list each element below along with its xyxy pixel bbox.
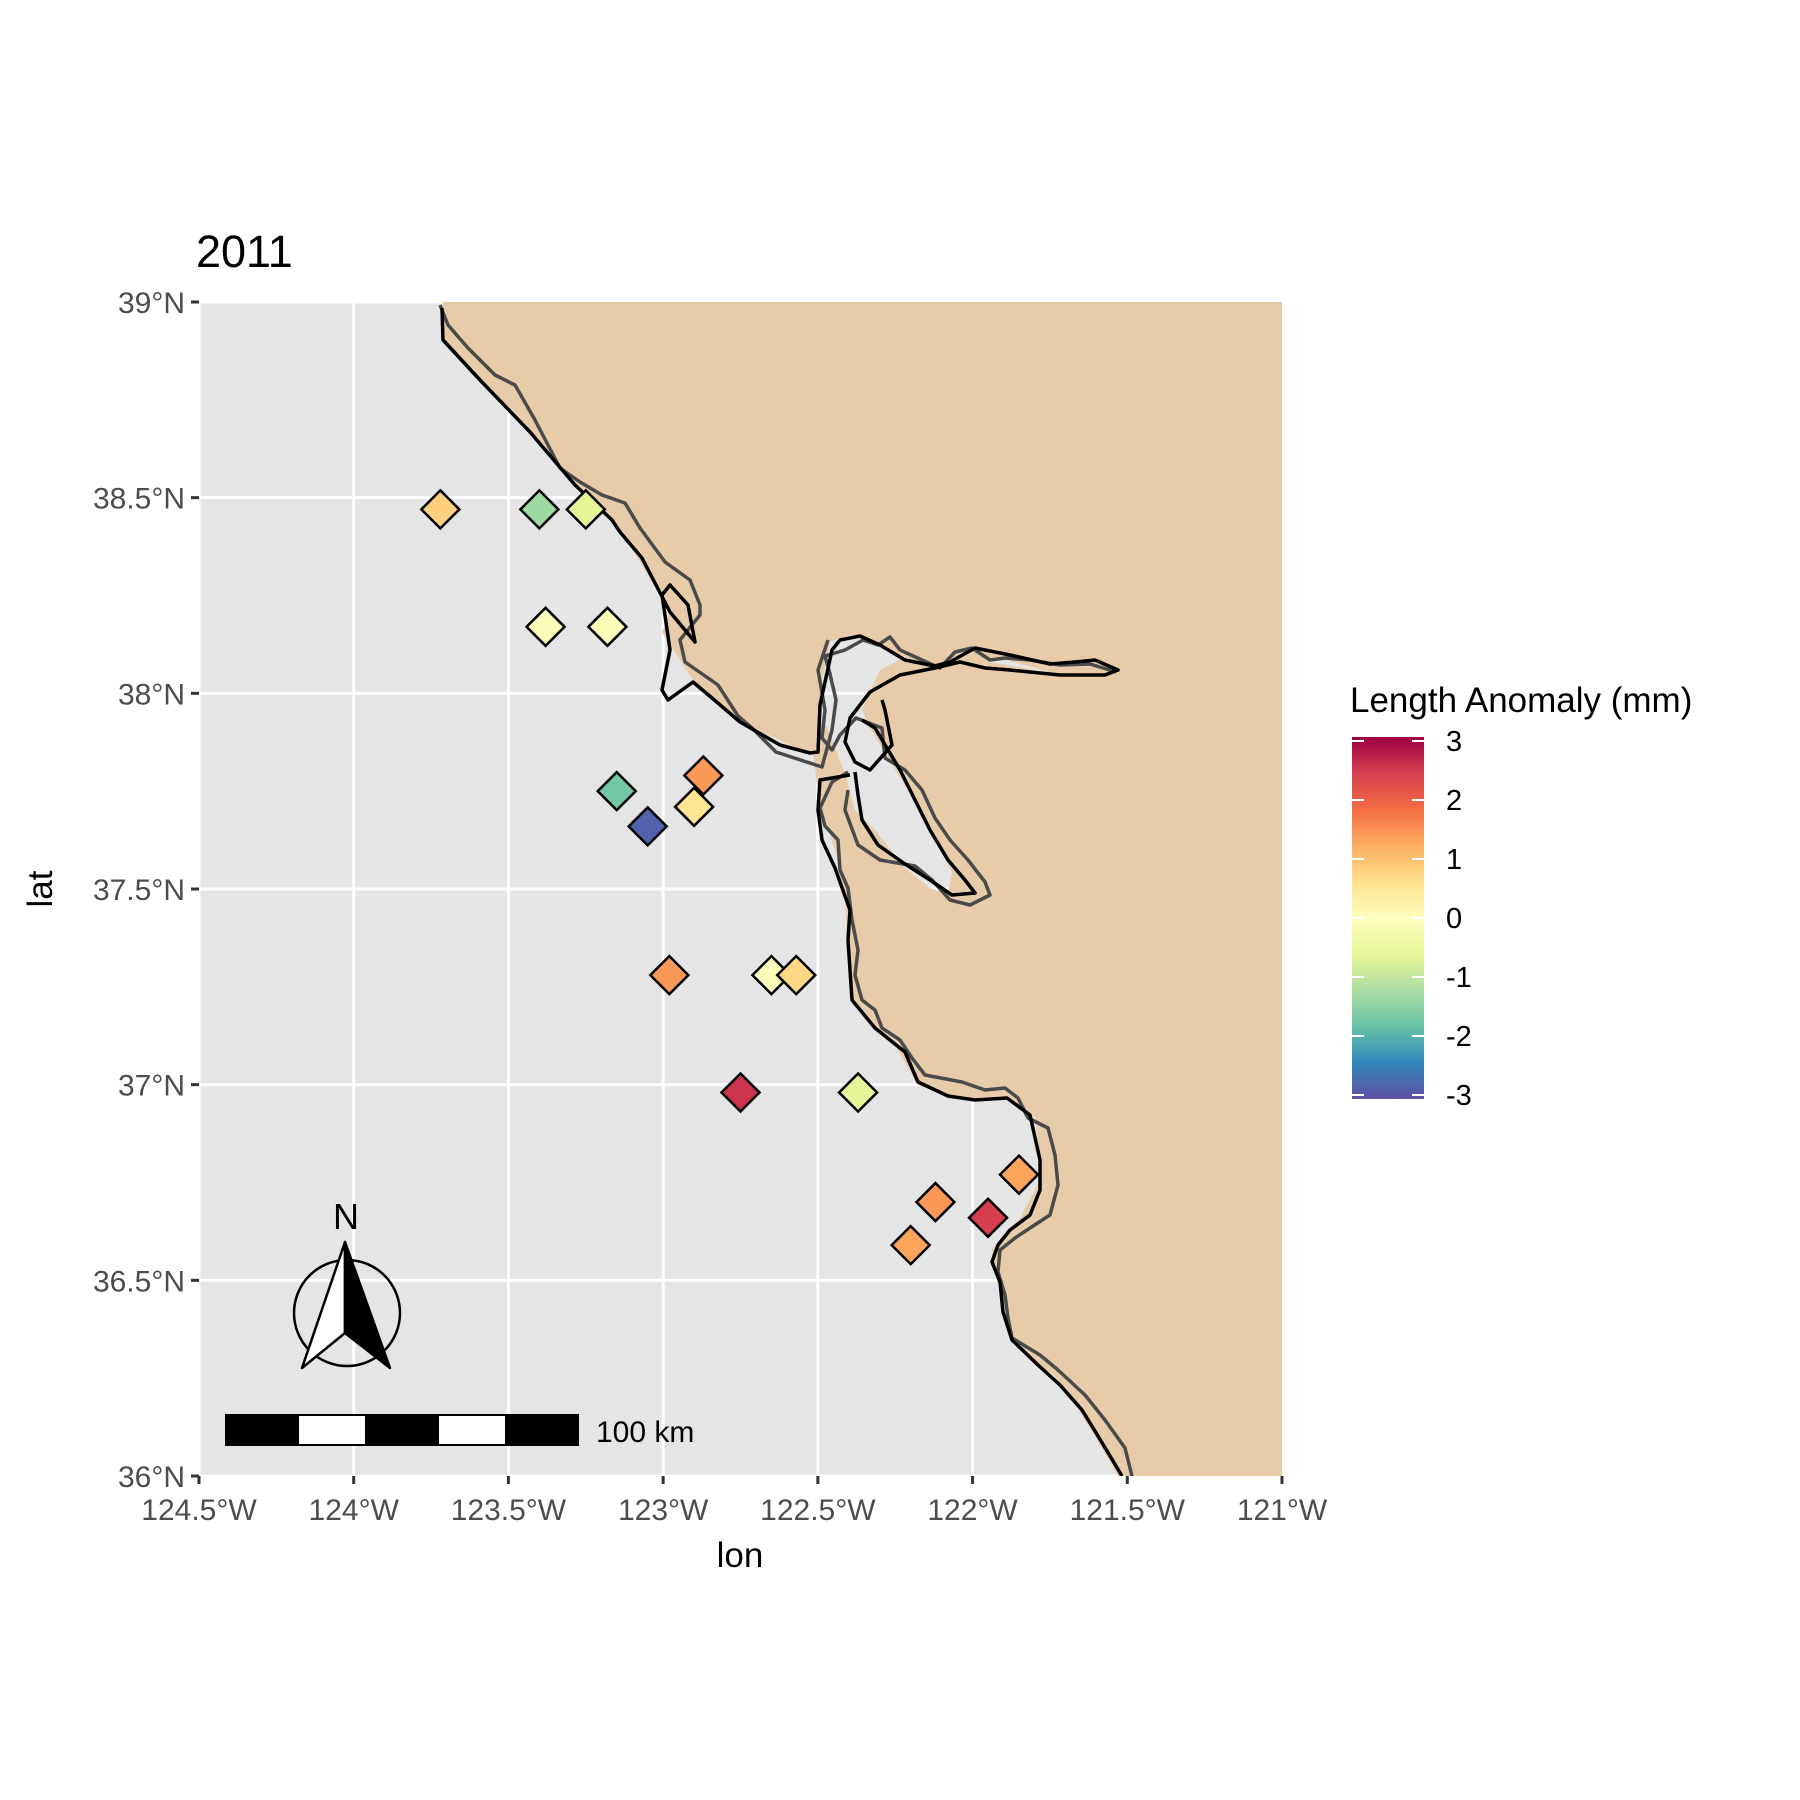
x-tick-label-1: 124°W bbox=[309, 1494, 400, 1527]
y-axis: 36°N 36.5°N 37°N 37.5°N 38°N 38.5°N 39°N bbox=[93, 287, 199, 1494]
north-arrow: N bbox=[292, 1196, 402, 1370]
bay-coastline bbox=[853, 718, 977, 897]
colorbar-legend: Length Anomaly (mm) 3 2 1 0 -1 -2 -3 bbox=[1350, 681, 1692, 1112]
y-tick-label-4: 38°N bbox=[118, 678, 185, 711]
x-tick-label-6: 121.5°W bbox=[1070, 1494, 1186, 1527]
y-tick-label-0: 36°N bbox=[118, 1461, 185, 1494]
data-point-14 bbox=[998, 1153, 1040, 1196]
data-point-4 bbox=[586, 606, 629, 648]
data-points bbox=[419, 488, 1040, 1266]
coastline bbox=[440, 307, 1120, 772]
data-point-16 bbox=[967, 1196, 1009, 1239]
colorbar-title: Length Anomaly (mm) bbox=[1350, 681, 1692, 720]
x-tick-label-5: 122°W bbox=[927, 1494, 1018, 1527]
scale-bar-segment-1 bbox=[225, 1414, 299, 1446]
x-tick-label-7: 121°W bbox=[1237, 1494, 1328, 1527]
north-label: N bbox=[333, 1196, 359, 1237]
data-point-17 bbox=[889, 1224, 932, 1266]
plot-title: 2011 bbox=[196, 226, 293, 277]
x-tick-label-2: 123.5°W bbox=[451, 1494, 567, 1527]
colorbar-label-5: -2 bbox=[1446, 1021, 1472, 1053]
y-tick-label-6: 39°N bbox=[118, 287, 185, 320]
data-point-11 bbox=[775, 954, 817, 996]
data-point-15 bbox=[914, 1181, 957, 1223]
land-area bbox=[443, 302, 1282, 1476]
y-axis-title: lat bbox=[21, 870, 60, 907]
scale-bar-segment-2 bbox=[297, 1414, 367, 1446]
coastline-shadow bbox=[438, 304, 1117, 769]
north-arrow-right-half bbox=[343, 1240, 392, 1370]
colorbar-label-3: 0 bbox=[1446, 903, 1462, 935]
x-tick-label-4: 122.5°W bbox=[760, 1494, 876, 1527]
x-axis: 124.5°W 124°W 123.5°W 123°W 122.5°W 122°W 121.… bbox=[141, 1476, 1328, 1527]
data-point-1 bbox=[518, 488, 561, 531]
colorbar-label-0: 3 bbox=[1446, 726, 1462, 758]
scale-bar-label: 100 km bbox=[596, 1416, 694, 1449]
scale-bar-segment-3 bbox=[365, 1414, 439, 1446]
data-point-7 bbox=[673, 786, 715, 828]
scale-bar-segment-5 bbox=[505, 1414, 579, 1446]
data-point-6 bbox=[626, 805, 669, 848]
y-tick-label-2: 37°N bbox=[118, 1070, 185, 1103]
data-point-0 bbox=[419, 488, 462, 531]
southcoast-coastline bbox=[816, 773, 1124, 1476]
colorbar-label-6: -3 bbox=[1446, 1080, 1472, 1112]
x-tick-label-3: 123°W bbox=[618, 1494, 709, 1527]
data-point-5 bbox=[595, 770, 638, 812]
colorbar-label-4: -1 bbox=[1446, 962, 1472, 994]
scale-bar-segment-4 bbox=[437, 1414, 507, 1446]
scale-bar: 100 km bbox=[225, 1414, 694, 1449]
colorbar-ticks: 3 2 1 0 -1 -2 -3 bbox=[1352, 726, 1472, 1112]
data-point-9 bbox=[648, 954, 691, 996]
data-point-12 bbox=[719, 1071, 762, 1114]
y-tick-label-5: 38.5°N bbox=[93, 483, 185, 516]
data-point-2 bbox=[565, 488, 607, 531]
y-tick-label-3: 37.5°N bbox=[93, 874, 185, 907]
x-axis-title: lon bbox=[717, 1536, 764, 1575]
data-point-8 bbox=[682, 754, 725, 797]
data-point-3 bbox=[524, 606, 567, 648]
colorbar-label-1: 2 bbox=[1446, 785, 1462, 817]
data-point-13 bbox=[837, 1071, 879, 1114]
x-tick-label-0: 124.5°W bbox=[141, 1494, 257, 1527]
colorbar-label-2: 1 bbox=[1446, 844, 1462, 876]
y-tick-label-1: 36.5°N bbox=[93, 1265, 185, 1298]
